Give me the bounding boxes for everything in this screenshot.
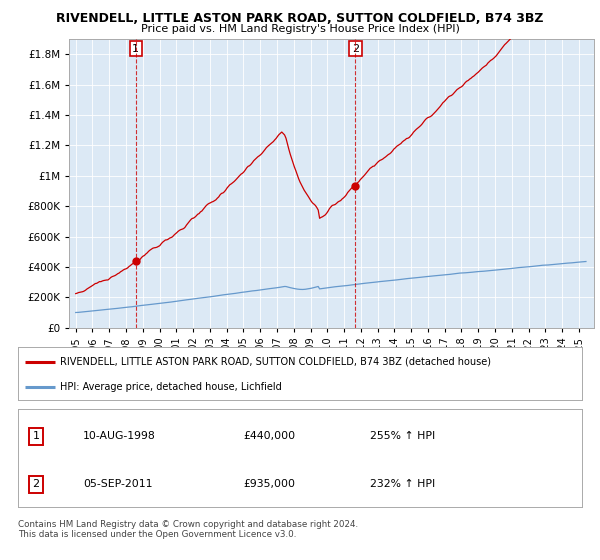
- Text: 1: 1: [32, 431, 40, 441]
- Text: 232% ↑ HPI: 232% ↑ HPI: [371, 479, 436, 489]
- Text: 10-AUG-1998: 10-AUG-1998: [83, 431, 155, 441]
- Text: 05-SEP-2011: 05-SEP-2011: [83, 479, 152, 489]
- Text: 255% ↑ HPI: 255% ↑ HPI: [371, 431, 436, 441]
- Text: £440,000: £440,000: [244, 431, 296, 441]
- Text: Contains HM Land Registry data © Crown copyright and database right 2024.
This d: Contains HM Land Registry data © Crown c…: [18, 520, 358, 539]
- Text: 2: 2: [352, 44, 359, 54]
- Text: HPI: Average price, detached house, Lichfield: HPI: Average price, detached house, Lich…: [60, 382, 282, 392]
- Text: 1: 1: [133, 44, 139, 54]
- Text: RIVENDELL, LITTLE ASTON PARK ROAD, SUTTON COLDFIELD, B74 3BZ: RIVENDELL, LITTLE ASTON PARK ROAD, SUTTO…: [56, 12, 544, 25]
- Text: Price paid vs. HM Land Registry's House Price Index (HPI): Price paid vs. HM Land Registry's House …: [140, 24, 460, 34]
- Text: RIVENDELL, LITTLE ASTON PARK ROAD, SUTTON COLDFIELD, B74 3BZ (detached house): RIVENDELL, LITTLE ASTON PARK ROAD, SUTTO…: [60, 357, 491, 367]
- Text: £935,000: £935,000: [244, 479, 296, 489]
- Text: 2: 2: [32, 479, 40, 489]
